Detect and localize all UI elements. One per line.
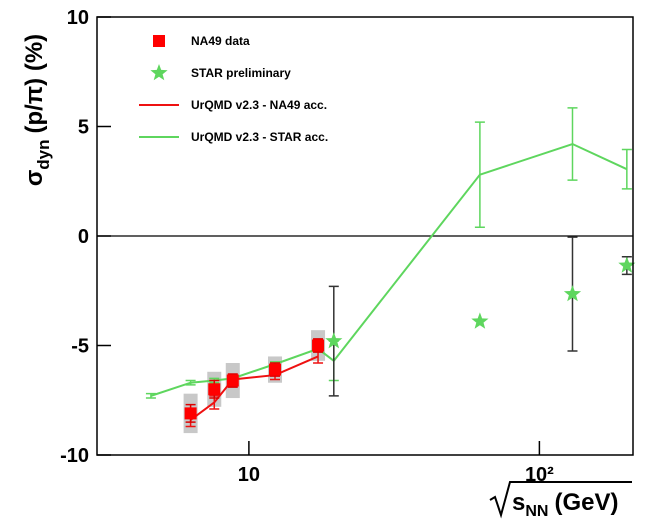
x-axis-base: s [512,489,525,516]
plot-frame [96,16,634,456]
legend-label: UrQMD v2.3 - NA49 acc. [191,98,327,112]
error-bar [185,379,196,386]
y-axis-symbol: σ [21,170,48,186]
data-point [269,363,282,376]
legend-label: NA49 data [191,34,250,48]
y-tick-label: -5 [71,336,89,358]
x-tick-label: 10 [238,464,260,486]
y-axis-rest: (p/π) (%) [21,34,48,134]
y-tick-label: 0 [78,226,89,248]
sqrt-sign [489,481,632,519]
x-axis-title: sNN (GeV) [512,489,618,520]
legend-label: UrQMD v2.3 - STAR acc. [191,130,328,144]
y-tick-label: 5 [78,117,89,139]
line [150,142,628,397]
x-tick-label: 10² [525,464,554,486]
legend-marker [150,64,168,81]
data-point [325,332,343,349]
data-point [471,312,489,329]
x-axis-sub: NN [525,503,548,520]
data-point [184,407,197,420]
y-axis-title: σdyn (p/π) (%) [21,34,53,186]
y-tick-label: 10 [67,7,89,29]
error-bar [567,107,578,181]
legend-label: STAR preliminary [191,66,291,80]
legend-marker [153,35,165,47]
data-point [563,285,582,302]
error-bar [145,392,156,399]
y-axis-sub: dyn [34,140,53,170]
y-tick-label: -10 [60,445,89,467]
data-point [312,339,325,352]
x-axis-rest: (GeV) [554,489,618,516]
data-point [226,374,239,387]
data-point [208,383,221,396]
error-bar [474,121,485,228]
data-point [618,256,636,273]
error-bar [621,148,632,190]
